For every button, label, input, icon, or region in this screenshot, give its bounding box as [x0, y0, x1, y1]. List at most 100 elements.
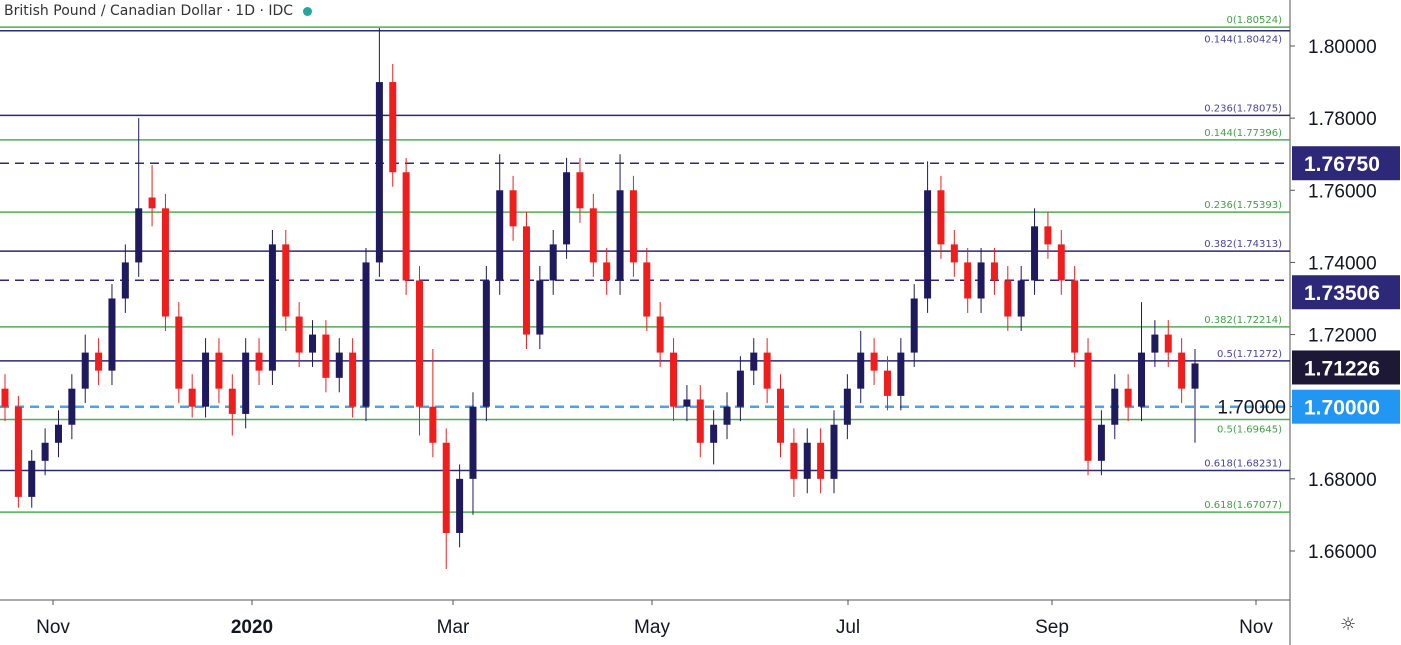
- price-tag-label: 1.76750: [1304, 153, 1380, 176]
- candle-body: [857, 352, 865, 389]
- candle-body: [536, 280, 544, 335]
- candle-body: [242, 352, 250, 414]
- candle-body: [670, 352, 678, 407]
- candle-body: [990, 262, 998, 281]
- price-tag: [1292, 146, 1400, 181]
- candle-body: [1017, 280, 1025, 317]
- candle-body: [1191, 363, 1199, 389]
- candle-body: [389, 82, 397, 173]
- candle-body: [937, 190, 945, 245]
- candle-body: [777, 388, 785, 443]
- candle-body: [1097, 424, 1105, 461]
- candle-body: [28, 460, 36, 497]
- candle-body: [188, 388, 196, 407]
- candle-body: [736, 370, 744, 407]
- candle-body: [1004, 280, 1012, 317]
- candle-body: [108, 298, 116, 371]
- price-tick-label: 1.76000: [1308, 181, 1377, 202]
- candle-body: [964, 262, 972, 299]
- candle-body: [14, 406, 22, 497]
- candle-body: [750, 352, 758, 371]
- candle-body: [429, 406, 437, 443]
- time-tick-label: Nov: [1239, 617, 1273, 638]
- candle-body: [228, 388, 236, 414]
- candle-body: [255, 352, 263, 371]
- candle-body: [830, 424, 838, 479]
- candle-body: [924, 190, 932, 299]
- candle-body: [95, 352, 103, 371]
- candle-body: [456, 478, 464, 533]
- candle-body: [509, 190, 517, 227]
- candle-body: [656, 316, 664, 353]
- candle-body: [843, 388, 851, 425]
- candle-body: [803, 442, 811, 479]
- price-tag: [1292, 350, 1400, 385]
- candle-body: [268, 244, 276, 371]
- time-tick-label: Nov: [36, 617, 70, 638]
- candle-body: [482, 280, 490, 407]
- candle-body: [54, 424, 62, 443]
- time-tick-label: 2020: [231, 617, 273, 638]
- chart-title: British Pound / Canadian Dollar · 1D · I…: [4, 3, 313, 19]
- time-tick-label: Sep: [1035, 617, 1069, 638]
- candle-body: [295, 316, 303, 353]
- candle-body: [870, 352, 878, 371]
- candle-body: [161, 208, 169, 317]
- fib-label-purple: 0.144(1.80424): [1204, 35, 1282, 46]
- price-tag-label: 1.71226: [1304, 357, 1380, 380]
- candle-body: [696, 399, 704, 443]
- candle-body: [1111, 388, 1119, 425]
- price-tick-label: 1.74000: [1308, 253, 1377, 274]
- price-tag: [1292, 275, 1400, 310]
- candle-body: [522, 226, 530, 335]
- candle-body: [616, 190, 624, 281]
- fib-label-green: 0.618(1.67077): [1204, 500, 1282, 511]
- price-tag: [1292, 389, 1400, 424]
- price-tick-label: 1.66000: [1308, 542, 1377, 563]
- candle-body: [1084, 352, 1092, 461]
- candle-body: [910, 298, 918, 353]
- candle-body: [496, 190, 504, 281]
- candle-body: [322, 334, 330, 378]
- candle-body: [643, 262, 651, 317]
- candle-body: [763, 352, 771, 389]
- price-tick-label: 1.68000: [1308, 470, 1377, 491]
- candle-body: [790, 442, 798, 479]
- candle-body: [1071, 280, 1079, 353]
- live-dot-icon: [303, 6, 313, 16]
- candle-body: [817, 442, 825, 479]
- candle-body: [1164, 334, 1172, 353]
- candle-body: [469, 406, 477, 479]
- candle-body: [135, 208, 143, 263]
- gear-icon[interactable]: ☼: [1340, 614, 1357, 635]
- candle-body: [309, 334, 317, 353]
- symbol-title: British Pound / Canadian Dollar · 1D · I…: [4, 3, 294, 19]
- candle-body: [81, 352, 89, 389]
- price-tick-label: 1.72000: [1308, 326, 1377, 347]
- candle-body: [375, 82, 383, 263]
- candle-body: [723, 406, 731, 425]
- candle-body: [977, 262, 985, 299]
- candle-body: [202, 352, 210, 407]
- fib-label-purple: 0.382(1.74313): [1204, 239, 1282, 250]
- candle-body: [68, 388, 76, 425]
- candle-body: [950, 244, 958, 263]
- fib-label-purple: 0.618(1.68231): [1204, 459, 1282, 470]
- time-tick-label: Jul: [836, 617, 860, 638]
- candle-body: [402, 172, 410, 281]
- candle-body: [1138, 352, 1146, 407]
- fib-label-purple: 0.5(1.71272): [1217, 349, 1282, 360]
- candle-body: [442, 442, 450, 533]
- candle-body: [549, 244, 557, 281]
- fib-label-purple: 0.236(1.78075): [1204, 103, 1282, 114]
- fib-label-green: 0.5(1.69645): [1217, 425, 1282, 436]
- candle-body: [710, 424, 718, 443]
- candle-body: [683, 399, 691, 407]
- candle-body: [1178, 352, 1186, 389]
- candle-body: [362, 262, 370, 407]
- candle-body: [175, 316, 183, 389]
- candle-body: [215, 352, 223, 389]
- price-tick-label: 1.78000: [1308, 109, 1377, 130]
- candle-body: [148, 197, 156, 209]
